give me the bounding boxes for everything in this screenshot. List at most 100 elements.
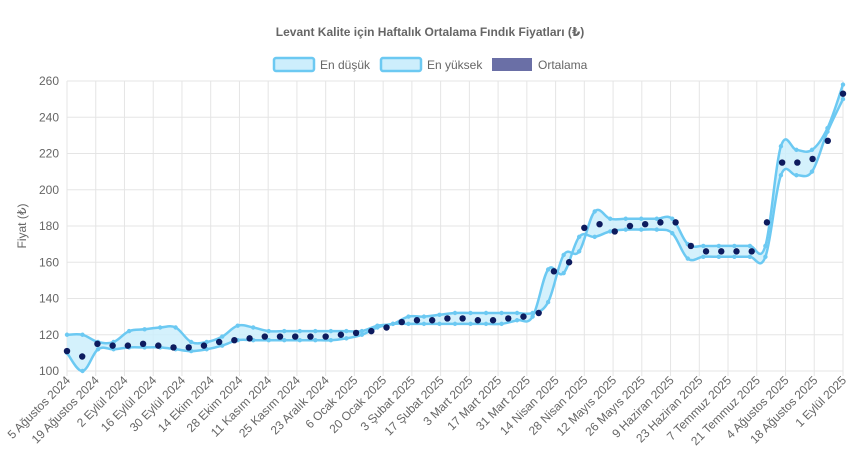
point-en-yuksek[interactable] [654,216,659,221]
point-ortalama[interactable] [413,317,421,324]
point-en-yuksek[interactable] [328,328,334,334]
point-en-yuksek[interactable] [840,82,846,87]
point-en-dusuk[interactable] [608,229,613,234]
point-ortalama[interactable] [459,315,466,322]
point-ortalama[interactable] [596,220,603,228]
point-en-dusuk[interactable] [437,321,442,327]
legend-label-en-yuksek[interactable]: En yüksek [427,58,483,72]
point-en-dusuk[interactable] [483,321,489,327]
point-en-dusuk[interactable] [592,234,597,240]
point-ortalama[interactable] [124,342,132,349]
point-en-dusuk[interactable] [359,332,365,337]
point-en-yuksek[interactable] [297,328,302,334]
point-ortalama[interactable] [276,333,284,340]
point-en-dusuk[interactable] [282,337,287,343]
legend-label-en-dusuk[interactable]: En düşük [320,58,371,72]
point-en-yuksek[interactable] [483,310,489,316]
point-ortalama[interactable] [824,137,831,145]
point-ortalama[interactable] [398,318,405,326]
point-en-yuksek[interactable] [639,216,644,221]
point-en-yuksek[interactable] [235,323,240,328]
point-en-yuksek[interactable] [809,147,815,153]
point-en-dusuk[interactable] [530,314,535,319]
point-ortalama[interactable] [489,317,497,324]
point-en-dusuk[interactable] [778,173,784,178]
point-en-yuksek[interactable] [778,144,784,149]
point-en-dusuk[interactable] [499,321,504,327]
series-line-en-yuksek[interactable] [66,84,845,345]
point-ortalama[interactable] [520,313,527,320]
point-en-dusuk[interactable] [747,254,753,260]
point-en-yuksek[interactable] [763,243,768,249]
point-ortalama[interactable] [337,331,345,338]
point-en-dusuk[interactable] [545,267,551,272]
point-ortalama[interactable] [748,248,755,255]
point-en-yuksek[interactable] [608,216,613,221]
point-en-yuksek[interactable] [701,243,706,249]
series-line-en-dusuk[interactable] [65,98,845,373]
point-en-dusuk[interactable] [344,336,349,341]
point-en-yuksek[interactable] [623,216,628,221]
point-en-yuksek[interactable] [313,328,318,334]
point-ortalama[interactable] [109,342,116,349]
point-en-yuksek[interactable] [421,314,427,319]
point-ortalama[interactable] [505,315,512,322]
point-en-dusuk[interactable] [654,227,659,232]
point-en-yuksek[interactable] [220,334,225,339]
point-ortalama[interactable] [794,159,801,166]
point-ortalama[interactable] [733,248,740,255]
point-ortalama[interactable] [641,220,649,228]
point-en-dusuk[interactable] [80,368,85,374]
point-en-dusuk[interactable] [266,337,271,343]
point-ortalama[interactable] [428,317,436,324]
point-en-yuksek[interactable] [266,328,271,334]
point-ortalama[interactable] [809,155,816,163]
point-en-yuksek[interactable] [499,310,504,316]
point-ortalama[interactable] [246,335,253,342]
point-en-yuksek[interactable] [188,339,194,345]
point-ortalama[interactable] [261,333,269,340]
point-ortalama[interactable] [611,228,618,235]
point-en-yuksek[interactable] [732,243,737,249]
point-ortalama[interactable] [292,333,299,340]
legend-label-ortalama[interactable]: Ortalama [538,58,588,72]
point-en-yuksek[interactable] [452,310,458,316]
point-en-dusuk[interactable] [623,227,628,232]
point-en-dusuk[interactable] [763,254,768,260]
point-en-yuksek[interactable] [514,310,520,316]
point-ortalama[interactable] [170,344,177,351]
point-ortalama[interactable] [474,317,482,324]
point-ortalama[interactable] [839,90,847,97]
point-ortalama[interactable] [444,315,451,322]
point-ortalama[interactable] [778,159,786,166]
point-en-dusuk[interactable] [297,337,302,343]
point-ortalama[interactable] [352,329,360,337]
point-en-dusuk[interactable] [328,337,334,343]
point-ortalama[interactable] [368,327,375,335]
point-en-yuksek[interactable] [592,209,597,214]
point-ortalama[interactable] [687,242,695,250]
point-en-yuksek[interactable] [576,249,582,254]
legend-swatch-en-yuksek[interactable] [379,56,423,73]
point-ortalama[interactable] [626,222,634,230]
point-ortalama[interactable] [231,336,238,344]
point-en-yuksek[interactable] [173,325,178,330]
point-en-dusuk[interactable] [514,318,520,323]
point-en-yuksek[interactable] [80,332,85,337]
point-en-yuksek[interactable] [468,310,473,316]
legend-swatch-en-dusuk[interactable] [272,56,316,73]
point-en-yuksek[interactable] [545,299,551,305]
point-en-dusuk[interactable] [809,169,815,174]
point-en-dusuk[interactable] [95,347,101,352]
point-en-yuksek[interactable] [825,125,830,131]
point-ortalama[interactable] [215,338,223,346]
point-en-yuksek[interactable] [406,314,411,319]
point-ortalama[interactable] [657,219,664,226]
point-en-dusuk[interactable] [406,321,411,327]
point-en-yuksek[interactable] [344,328,349,334]
point-ortalama[interactable] [702,248,710,255]
point-ortalama[interactable] [581,224,588,232]
point-en-dusuk[interactable] [732,254,737,260]
point-ortalama[interactable] [763,219,771,226]
point-ortalama[interactable] [63,347,71,355]
